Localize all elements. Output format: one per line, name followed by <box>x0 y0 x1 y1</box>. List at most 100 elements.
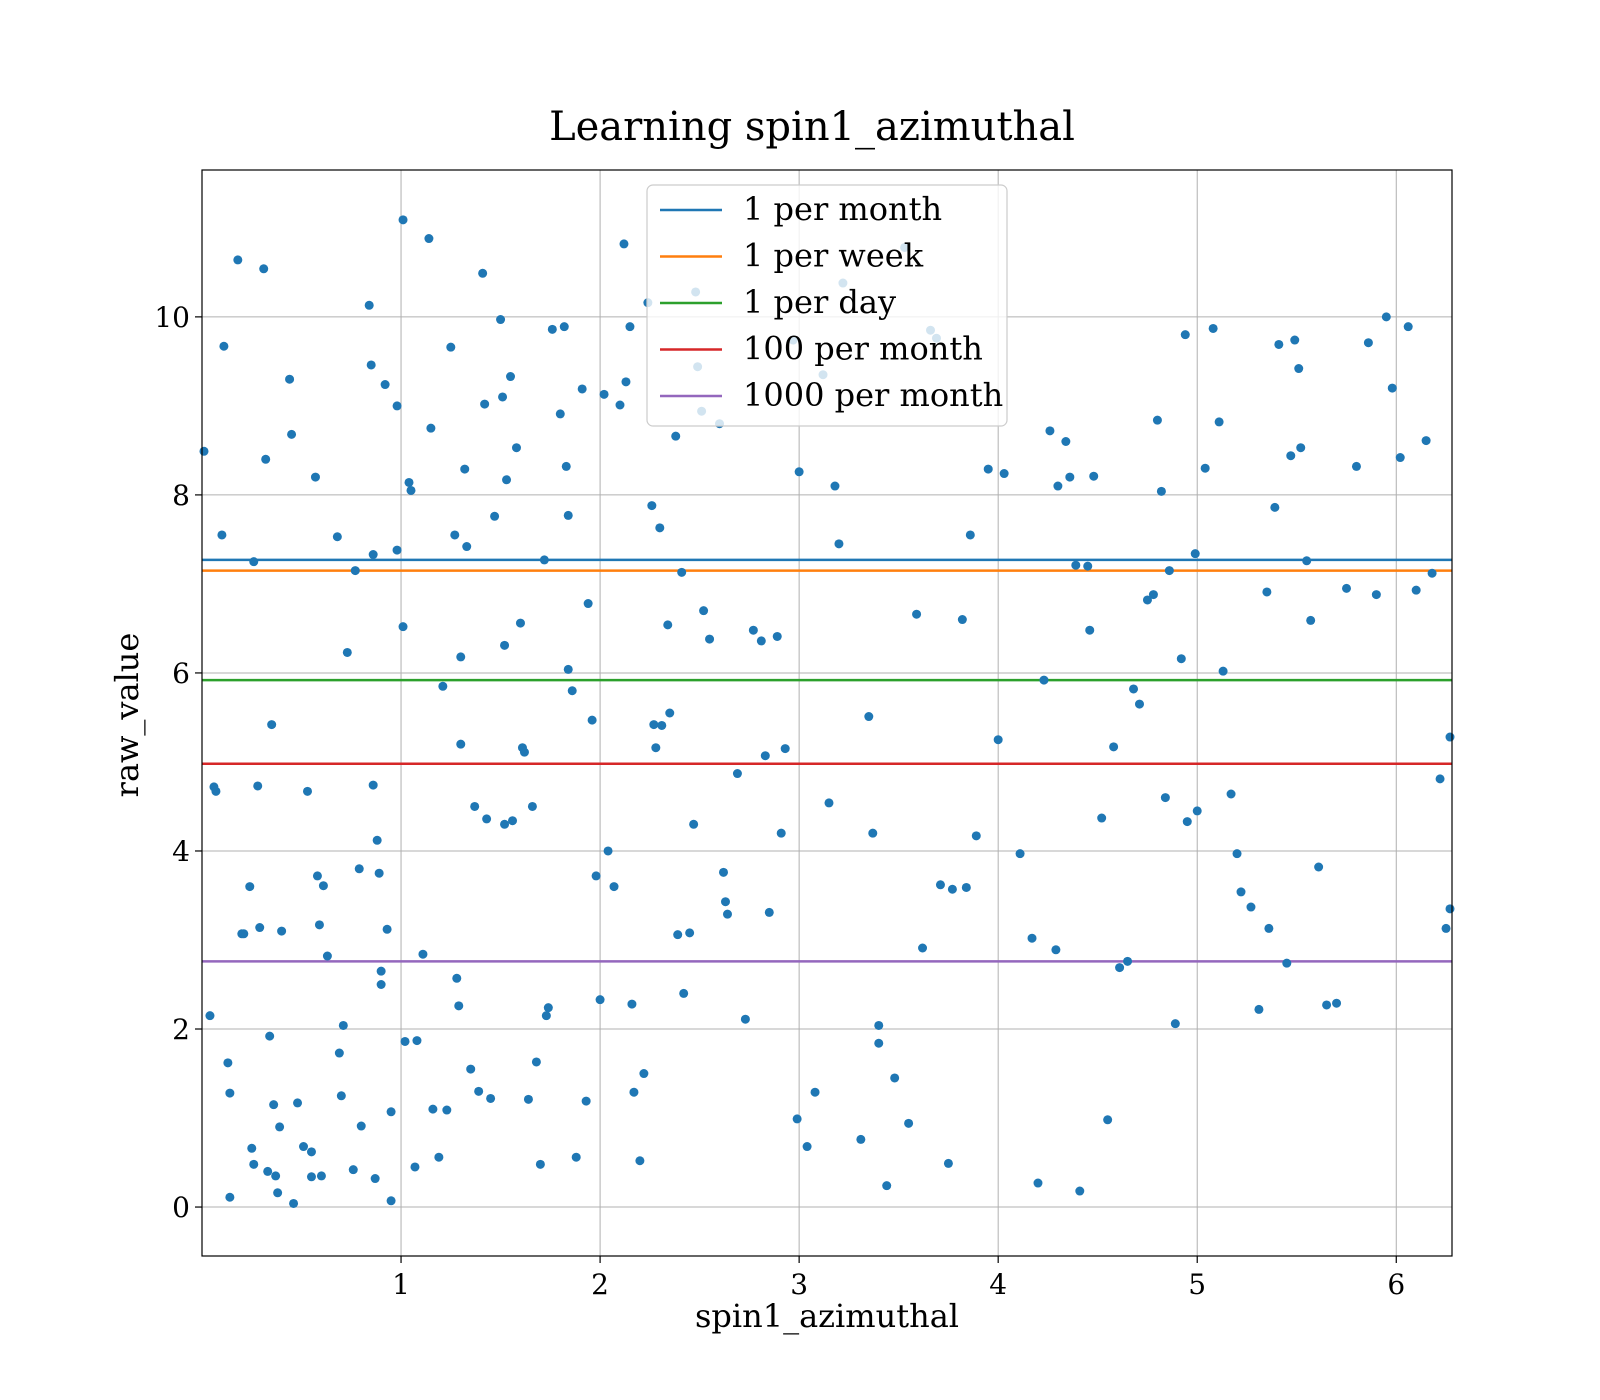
scatter-point <box>874 1020 884 1030</box>
scatter-point <box>1051 945 1061 955</box>
scatter-point <box>1342 583 1352 593</box>
scatter-point <box>418 949 428 959</box>
scatter-point <box>864 712 874 722</box>
scatter-point <box>1192 806 1202 816</box>
scatter-point <box>434 1152 444 1162</box>
scatter-point <box>999 469 1009 479</box>
scatter-point <box>677 567 687 577</box>
scatter-point <box>621 377 631 387</box>
scatter-point <box>1290 335 1300 345</box>
scatter-point <box>983 464 993 474</box>
scatter-point <box>531 1057 541 1067</box>
scatter-point <box>577 384 587 394</box>
scatter-point <box>348 1165 358 1175</box>
scatter-point <box>428 1104 438 1114</box>
x-tick-label: 1 <box>392 1268 410 1301</box>
scatter-point <box>1135 699 1144 709</box>
scatter-point <box>780 744 790 754</box>
legend-entry: 1000 per month <box>743 376 1003 414</box>
scatter-point <box>490 511 500 521</box>
scatter-point <box>555 409 565 419</box>
scatter-point <box>1294 364 1304 374</box>
scatter-point <box>935 880 945 890</box>
scatter-point <box>356 1121 366 1131</box>
x-tick-label: 3 <box>790 1268 808 1301</box>
data-points <box>199 215 1455 1208</box>
scatter-point <box>947 884 957 894</box>
scatter-point <box>1097 813 1107 823</box>
scatter-point <box>1129 684 1139 694</box>
scatter-point <box>794 467 804 477</box>
scatter-point <box>466 1064 476 1074</box>
scatter-point <box>1246 902 1256 912</box>
scatter-point <box>1445 732 1455 742</box>
scatter-point <box>1089 471 1099 481</box>
scatter-point <box>259 264 269 274</box>
scatter-point <box>225 1088 235 1098</box>
scatter-point <box>370 1174 380 1184</box>
scatter-point <box>718 867 728 877</box>
scatter-point <box>506 372 516 382</box>
x-axis-label: spin1_azimuthal <box>695 1297 959 1335</box>
scatter-point <box>1160 793 1170 803</box>
scatter-point <box>1045 426 1055 436</box>
scatter-point <box>247 1143 257 1153</box>
scatter-point <box>249 557 259 567</box>
scatter-point <box>452 973 462 983</box>
scatter-point <box>217 530 227 540</box>
scatter-point <box>515 618 525 628</box>
scatter-point <box>336 1091 346 1101</box>
scatter-point <box>398 622 408 632</box>
scatter-point <box>486 1093 496 1103</box>
legend[interactable]: 1 per month 1 per week 1 per day 100 per mo… <box>646 184 1008 427</box>
scatter-point <box>1445 904 1455 914</box>
scatter-point <box>368 780 378 790</box>
legend-entry: 1 per week <box>743 237 924 275</box>
scatter-point <box>386 1196 396 1206</box>
x-tick-label: 6 <box>1387 1268 1405 1301</box>
scatter-point <box>1232 849 1242 859</box>
scatter-point <box>810 1087 820 1097</box>
scatter-point <box>1218 666 1228 676</box>
scatter-point <box>239 929 249 939</box>
scatter-point <box>587 715 597 725</box>
scatter-point <box>456 652 466 662</box>
scatter-point <box>508 816 518 826</box>
scatter-point <box>1208 323 1218 333</box>
y-tick-label: 4 <box>172 835 190 868</box>
scatter-point <box>406 485 416 495</box>
scatter-point <box>890 1073 900 1083</box>
scatter-point <box>502 475 512 485</box>
scatter-point <box>1371 590 1381 600</box>
scatter-point <box>1039 675 1049 685</box>
scatter-point <box>527 801 537 811</box>
scatter-point <box>205 1011 215 1021</box>
scatter-point <box>535 1159 545 1169</box>
scatter-point <box>965 530 975 540</box>
scatter-point <box>267 720 277 730</box>
scatter-point <box>581 1096 591 1106</box>
scatter-point <box>1236 887 1246 897</box>
scatter-point <box>679 988 689 998</box>
scatter-point <box>651 743 661 753</box>
legend-entry: 1 per day <box>743 283 896 321</box>
scatter-point <box>599 389 609 399</box>
scatter-point <box>211 786 221 796</box>
scatter-point <box>1322 1000 1332 1010</box>
scatter-point <box>382 924 392 934</box>
scatter-point <box>625 322 635 332</box>
scatter-point <box>1061 437 1071 446</box>
scatter-point <box>615 400 625 410</box>
scatter-point <box>1152 415 1162 425</box>
scatter-point <box>830 481 840 491</box>
scatter-point <box>392 401 402 411</box>
scatter-point <box>342 647 352 657</box>
scatter-point <box>802 1142 812 1152</box>
scatter-point <box>1403 322 1413 332</box>
scatter-point <box>412 1036 422 1046</box>
scatter-point <box>1332 998 1342 1008</box>
scatter-point <box>310 472 320 482</box>
scatter-point <box>1065 472 1075 482</box>
scatter-point <box>302 786 312 796</box>
